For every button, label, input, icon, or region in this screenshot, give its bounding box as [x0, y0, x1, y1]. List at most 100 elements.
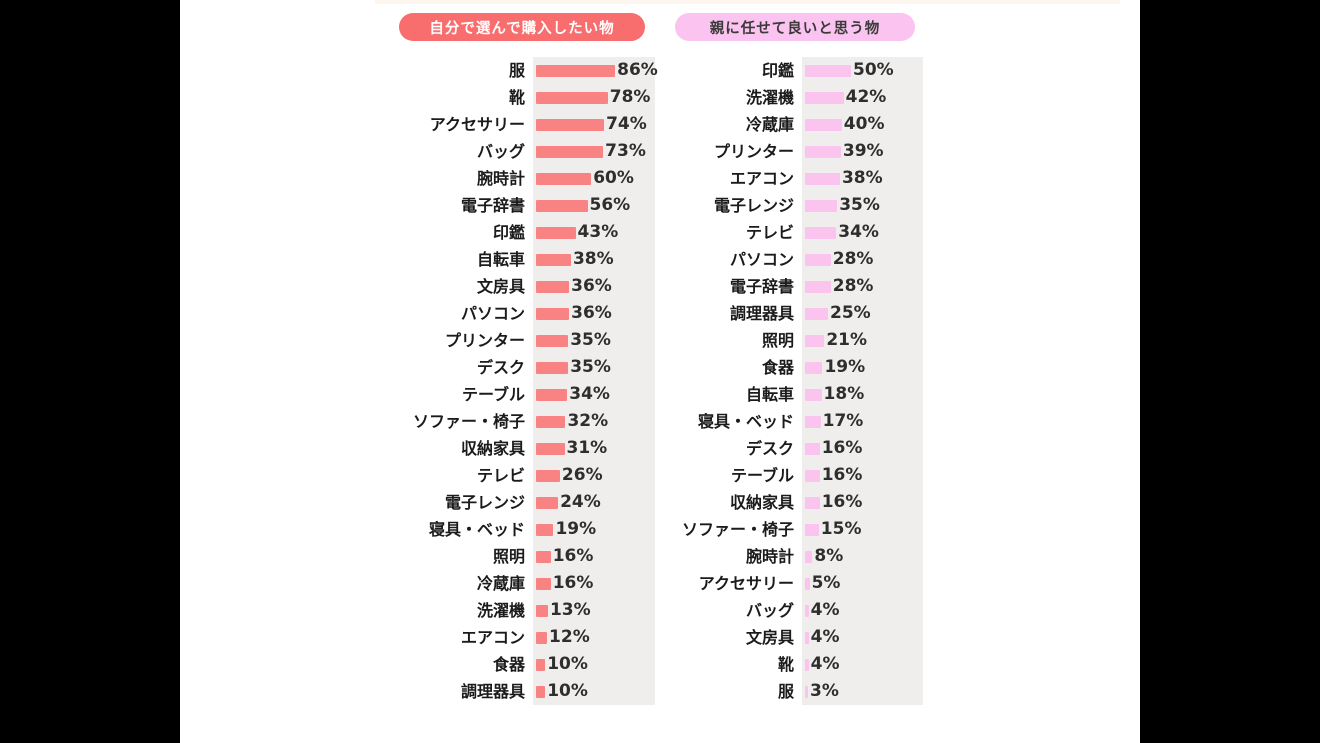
- chart-row: 靴 4%: [599, 651, 923, 678]
- bar: [805, 91, 844, 104]
- item-label: 電子辞書: [460, 195, 525, 215]
- item-label: 収納家具: [460, 438, 525, 458]
- item-label: アクセサリー: [429, 114, 525, 134]
- bar: [805, 307, 828, 320]
- value-label: 32%: [567, 411, 609, 431]
- bar-panel: 25%: [802, 300, 923, 327]
- item-label: 自転車: [476, 249, 525, 269]
- item-label: バッグ: [476, 141, 525, 161]
- item-label: テレビ: [476, 465, 525, 485]
- value-label: 31%: [566, 438, 608, 458]
- bar: [805, 415, 821, 428]
- value-label: 26%: [561, 465, 603, 485]
- item-label: 調理器具: [460, 681, 525, 701]
- value-label: 34%: [838, 222, 879, 242]
- bar: [536, 199, 588, 212]
- bar: [805, 64, 851, 77]
- bar-panel: 38%: [533, 246, 655, 273]
- bar-panel: 5%: [802, 570, 923, 597]
- bar: [805, 118, 842, 131]
- bar-panel: 10%: [533, 651, 655, 678]
- value-label: 16%: [821, 465, 863, 485]
- bar-panel: 35%: [533, 354, 655, 381]
- bar-panel: 16%: [533, 570, 655, 597]
- bar: [805, 226, 837, 239]
- item-label: プリンター: [713, 141, 794, 161]
- chart-row: 洗濯機 13%: [330, 597, 655, 624]
- value-label: 50%: [853, 60, 894, 80]
- bar-panel: 60%: [533, 165, 655, 192]
- chart-row: アクセサリー 74%: [330, 111, 655, 138]
- bar-panel: 26%: [533, 462, 655, 489]
- item-label: 自転車: [745, 384, 794, 404]
- item-label: 収納家具: [729, 492, 794, 512]
- chart-row: デスク 16%: [599, 435, 923, 462]
- item-label: 電子レンジ: [444, 492, 525, 512]
- legend-self-purchase-pill: 自分で選んで購入したい物: [399, 13, 645, 41]
- chart-row: ソファー・椅子 15%: [599, 516, 923, 543]
- bar: [536, 307, 570, 320]
- bar-panel: 35%: [533, 327, 655, 354]
- item-label: 冷蔵庫: [745, 114, 794, 134]
- item-label: ソファー・椅子: [681, 519, 794, 539]
- bar-panel: 19%: [533, 516, 655, 543]
- value-label: 73%: [605, 141, 646, 161]
- infographic-canvas: 自分で選んで購入したい物 親に任せて良いと思う物 服 86% 靴 78% アクセサリー 7…: [180, 0, 1140, 743]
- chart-row: プリンター 35%: [330, 327, 655, 354]
- chart-row: 食器 19%: [599, 354, 923, 381]
- value-label: 12%: [549, 627, 590, 647]
- bar: [536, 280, 570, 293]
- bar-panel: 13%: [533, 597, 655, 624]
- bar-panel: 42%: [802, 84, 923, 111]
- item-label: 腕時計: [745, 546, 794, 566]
- bar: [805, 334, 825, 347]
- bar: [536, 415, 566, 428]
- bar-panel: 16%: [802, 462, 923, 489]
- item-label: テーブル: [461, 384, 525, 404]
- value-label: 16%: [821, 492, 863, 512]
- bar-panel: 56%: [533, 192, 655, 219]
- bar: [805, 496, 820, 509]
- item-label: デスク: [476, 357, 525, 377]
- bar: [536, 118, 605, 131]
- item-label: 靴: [508, 87, 525, 107]
- chart-row: アクセサリー 5%: [599, 570, 923, 597]
- bar-panel: 16%: [802, 435, 923, 462]
- chart-row: 調理器具 10%: [330, 678, 655, 705]
- chart-row: テーブル 16%: [599, 462, 923, 489]
- item-label: デスク: [745, 438, 794, 458]
- chart-row: 服 3%: [599, 678, 923, 705]
- bar: [805, 658, 809, 671]
- bar: [805, 442, 820, 455]
- bar-panel: 38%: [802, 165, 923, 192]
- item-label: エアコン: [460, 627, 525, 647]
- chart-row: バッグ 4%: [599, 597, 923, 624]
- chart-row: パソコン 28%: [599, 246, 923, 273]
- top-edge-strip: [375, 0, 1120, 4]
- bar-panel: 36%: [533, 300, 655, 327]
- value-label: 60%: [593, 168, 634, 188]
- chart-row: 電子レンジ 35%: [599, 192, 923, 219]
- value-label: 15%: [820, 519, 862, 539]
- item-label: 食器: [761, 357, 794, 377]
- chart-row: 文房具 4%: [599, 624, 923, 651]
- item-label: 洗濯機: [745, 87, 794, 107]
- bar: [805, 280, 831, 293]
- item-label: 洗濯機: [476, 600, 525, 620]
- value-label: 35%: [570, 330, 611, 350]
- chart-row: 腕時計 8%: [599, 543, 923, 570]
- bar: [805, 361, 823, 374]
- bar: [805, 172, 840, 185]
- item-label: 寝具・ベッド: [428, 519, 525, 539]
- item-label: 服: [508, 60, 525, 80]
- bar-panel: 16%: [533, 543, 655, 570]
- value-label: 24%: [560, 492, 601, 512]
- item-label: 靴: [777, 654, 794, 674]
- bar: [536, 172, 592, 185]
- bar-panel: 35%: [802, 192, 923, 219]
- value-label: 13%: [549, 600, 591, 620]
- bar-panel: 10%: [533, 678, 655, 705]
- item-label: 電子辞書: [729, 276, 794, 296]
- bar-panel: 12%: [533, 624, 655, 651]
- item-label: パソコン: [460, 303, 525, 323]
